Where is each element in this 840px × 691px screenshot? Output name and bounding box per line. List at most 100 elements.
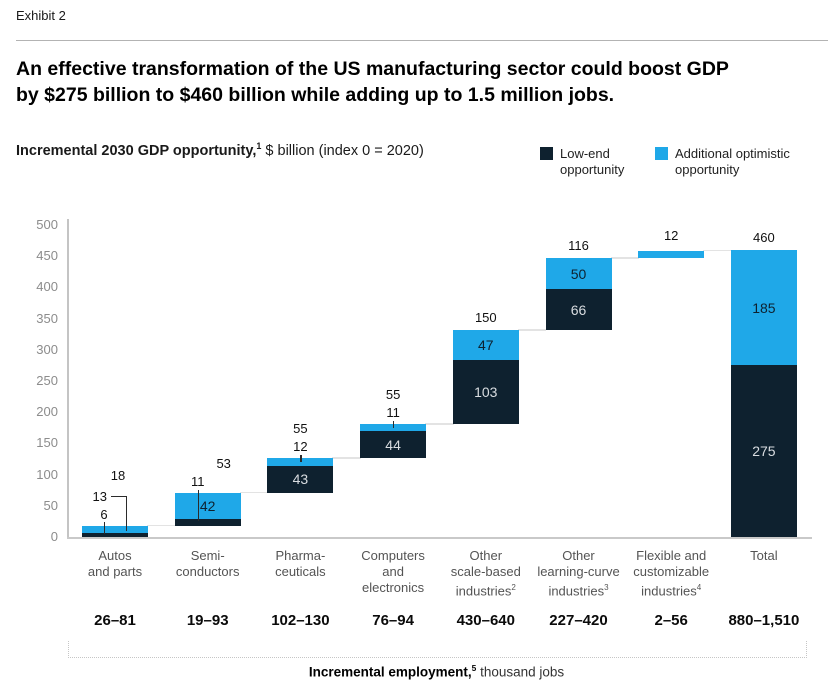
value-label-optimistic: 12 [293, 439, 308, 455]
employment-value: 19–93 [186, 612, 229, 629]
value-label-optimistic: 185 [752, 299, 776, 316]
category-label: Semi-conductors [175, 548, 240, 579]
bar-segment-low-end [174, 518, 241, 526]
bar-segment-low-end [545, 289, 612, 331]
value-label-total: 55 [385, 387, 401, 403]
connector-line [147, 524, 176, 527]
leader-line [104, 521, 106, 534]
employment-value: 227–420 [549, 612, 608, 629]
title-line-2: by $275 billion to $460 billion while ad… [16, 84, 615, 106]
value-label-low-end: 6 [100, 506, 108, 522]
legend-item-optimistic: Additional optimistic opportunity [655, 146, 790, 178]
y-axis-tick-200: 200 [36, 404, 58, 420]
value-label-low-end: 66 [570, 301, 587, 318]
y-axis-tick-400: 400 [36, 279, 58, 295]
chart-subtitle: Incremental 2030 GDP opportunity,1 $ bil… [16, 141, 424, 159]
bar-segment-optimistic [730, 249, 797, 366]
footer-bold: Incremental employment, [308, 664, 472, 680]
leader-line [197, 489, 199, 521]
leader-line [111, 495, 126, 497]
bar-segment-low-end [82, 533, 148, 537]
category-label: Total [750, 548, 778, 563]
value-label-optimistic: 13 [92, 488, 107, 504]
employment-value: 26–81 [94, 612, 136, 629]
optimistic-swatch-icon [655, 147, 668, 160]
value-label-optimistic: 42 [199, 497, 216, 514]
bar-segment-low-end [452, 359, 519, 425]
employment-value: 880–1,510 [728, 612, 800, 629]
value-label-total: 12 [663, 227, 679, 243]
y-axis-tick-0: 0 [50, 529, 58, 544]
leader-line [393, 421, 395, 429]
bar-segment-optimistic [452, 330, 519, 360]
value-label-total: 53 [216, 455, 231, 471]
category-label: Computers and electronics [361, 548, 425, 595]
category-label: Flexible and customizable industries4 [633, 548, 710, 599]
y-axis-tick-350: 350 [36, 310, 58, 326]
bar-segment-low-end [730, 365, 797, 537]
employment-value: 102–130 [271, 612, 330, 629]
employment-value: 430–640 [456, 612, 515, 629]
category-label: Other learning-curve industries3 [537, 548, 620, 599]
connector-line [703, 249, 732, 252]
connector-line [425, 423, 454, 425]
connector-line [239, 491, 269, 494]
bar-segment-low-end [267, 465, 334, 493]
value-label-low-end: 43 [292, 471, 309, 488]
y-axis-tick-300: 300 [36, 341, 58, 357]
footer-rest: thousand jobs [476, 664, 565, 680]
connector-line [517, 329, 547, 331]
y-axis-line [67, 219, 69, 539]
bar-segment-optimistic [174, 492, 241, 519]
value-label-total: 55 [293, 421, 308, 437]
employment-axis-label: Incremental employment,5 thousand jobs [68, 663, 805, 680]
value-label-optimistic: 50 [570, 265, 587, 282]
leader-line [126, 495, 128, 531]
footer-footnote-marker: 5 [471, 663, 477, 673]
category-label: Pharma-ceuticals [275, 548, 326, 579]
category-footnote-marker: 2 [511, 583, 516, 592]
value-label-low-end: 275 [752, 443, 776, 460]
y-axis-tick-500: 500 [36, 217, 58, 232]
exhibit-title: An effective transformation of the US ma… [16, 56, 826, 108]
low-end-swatch-icon [540, 147, 553, 160]
y-axis-tick-100: 100 [36, 466, 58, 482]
bar-segment-low-end [360, 430, 427, 459]
value-label-total: 18 [110, 467, 126, 483]
legend-label-low-end: Low-end opportunity [560, 146, 625, 177]
category-footnote-marker: 3 [604, 583, 609, 592]
value-label-total: 460 [753, 229, 775, 245]
connector-line [332, 457, 362, 459]
employment-value: 76–94 [372, 612, 414, 629]
employment-bracket [68, 641, 807, 658]
value-label-total: 150 [474, 310, 497, 326]
value-label-optimistic: 11 [386, 405, 400, 421]
category-label: Other scale-based industries2 [450, 548, 521, 599]
legend-item-low-end: Low-end opportunity [540, 146, 624, 178]
legend-label-optimistic: Additional optimistic opportunity [675, 146, 790, 177]
y-axis-tick-50: 50 [43, 497, 58, 513]
divider-line [16, 40, 828, 41]
exhibit-label: Exhibit 2 [16, 8, 66, 23]
category-footnote-marker: 4 [696, 583, 702, 592]
subtitle-footnote-marker: 1 [256, 141, 262, 151]
bar-segment-optimistic [545, 258, 612, 290]
y-axis-tick-450: 450 [36, 248, 58, 264]
value-label-optimistic: 47 [478, 337, 494, 354]
value-label-low-end: 11 [190, 473, 205, 489]
connector-line [610, 257, 640, 259]
bar-segment-optimistic [638, 250, 705, 259]
category-label: Autos and parts [87, 548, 143, 579]
value-label-low-end: 44 [385, 436, 401, 453]
subtitle-rest: $ billion (index 0 = 2020) [261, 142, 424, 159]
subtitle-bold: Incremental 2030 GDP opportunity, [16, 142, 257, 159]
bar-segment-optimistic [82, 525, 148, 534]
employment-value: 2–56 [654, 612, 688, 629]
x-axis-line [67, 536, 812, 539]
leader-line [300, 455, 302, 463]
y-axis-tick-150: 150 [36, 435, 58, 451]
value-label-total: 116 [568, 238, 589, 254]
title-line-1: An effective transformation of the US ma… [16, 58, 729, 80]
